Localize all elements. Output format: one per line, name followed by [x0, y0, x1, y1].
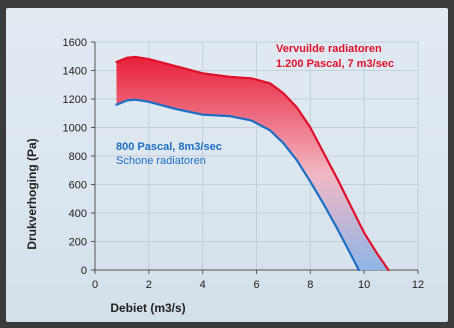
blue-annotation-line1: 800 Pascal, 8m3/sec: [116, 141, 222, 153]
y-tick-label: 200: [69, 237, 87, 249]
x-tick-label: 8: [307, 279, 313, 291]
y-tick-label: 1600: [63, 37, 87, 49]
y-tick-label: 1200: [63, 94, 87, 106]
x-tick-label: 10: [358, 279, 370, 291]
y-axis-label: Drukverhoging (Pa): [25, 138, 39, 249]
red-annotation-line2: 1.200 Pascal, 7 m3/sec: [276, 58, 394, 70]
y-tick-label: 0: [81, 265, 87, 277]
x-axis-label: Debiet (m3/s): [110, 301, 185, 315]
y-tick-label: 800: [69, 151, 87, 163]
y-tick-label: 400: [69, 208, 87, 220]
x-tick-label: 12: [412, 279, 424, 291]
series-line-vervuild: [115, 55, 390, 272]
x-tick-label: 0: [92, 279, 98, 291]
x-tick-label: 4: [200, 279, 206, 291]
x-tick-label: 2: [146, 279, 152, 291]
x-tick-label: 6: [253, 279, 259, 291]
y-tick-label: 1400: [63, 66, 87, 78]
red-annotation-line1: Vervuilde radiatoren: [276, 43, 382, 55]
y-tick-label: 1000: [63, 123, 87, 135]
y-tick-label: 600: [69, 180, 87, 192]
series-line-schoon: [115, 98, 360, 272]
blue-annotation-line2: Schone radiatoren: [116, 155, 206, 167]
